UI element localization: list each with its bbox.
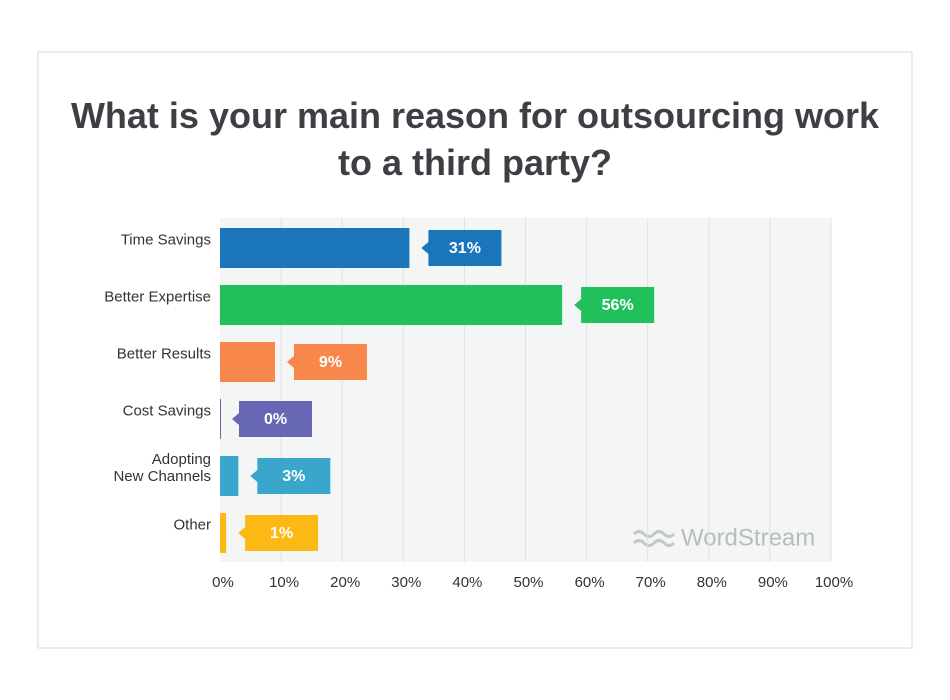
watermark-logo: [632, 530, 676, 547]
value-callout: [421, 230, 502, 266]
bar: [220, 456, 239, 496]
category-label: Better Results: [116, 345, 211, 363]
value-callout: [286, 344, 367, 380]
x-tick-label: 100%: [815, 574, 853, 591]
bar: [220, 285, 563, 325]
x-tick-label: 40%: [452, 574, 482, 591]
value-label: 1%: [270, 525, 293, 542]
value-label: 56%: [602, 297, 634, 314]
value-callout: [574, 287, 655, 323]
x-tick-label: 20%: [330, 574, 360, 591]
bar: [220, 513, 227, 553]
bar: [220, 342, 275, 382]
bar: [220, 399, 221, 439]
category-label: Time Savings: [120, 231, 211, 249]
x-tick-label: 80%: [697, 574, 727, 591]
value-callout: [238, 515, 319, 551]
value-callout: [250, 458, 331, 494]
watermark: WordStream: [681, 524, 815, 551]
category-label: Adopting New Channels: [113, 451, 211, 485]
value-label: 9%: [319, 354, 342, 371]
value-label: 3%: [282, 468, 305, 485]
value-label: 31%: [449, 240, 481, 257]
bar: [220, 228, 410, 268]
category-label: Better Expertise: [104, 288, 211, 306]
x-tick-label: 10%: [269, 574, 299, 591]
x-tick-label: 60%: [575, 574, 605, 591]
x-tick-label: 50%: [513, 574, 543, 591]
x-tick-label: 30%: [391, 574, 421, 591]
category-label: Cost Savings: [122, 402, 211, 420]
chart-title: What is your main reason for outsourcing…: [70, 95, 880, 183]
value-callout: [232, 401, 312, 437]
x-tick-label: 70%: [636, 574, 666, 591]
x-tick-label: 90%: [758, 574, 788, 591]
x-tick-label: 0%: [212, 574, 234, 591]
value-label: 0%: [264, 411, 287, 428]
category-label: Other: [173, 516, 211, 534]
